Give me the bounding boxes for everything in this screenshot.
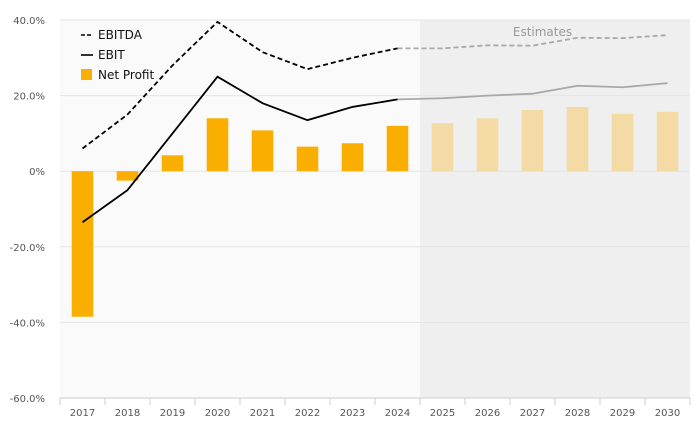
x-tick-label: 2025	[430, 408, 455, 419]
x-tick-label: 2029	[610, 408, 635, 419]
point-ebit-2029[interactable]	[621, 85, 625, 89]
net-profit-bars	[71, 106, 679, 317]
y-tick-label: 0%	[29, 167, 45, 178]
x-tick-label: 2017	[70, 408, 95, 419]
point-ebit-2018[interactable]	[126, 188, 130, 192]
y-tick-label: 40.0%	[13, 16, 45, 27]
bar-net-profit-2017[interactable]	[71, 171, 94, 317]
point-ebit-2028[interactable]	[576, 84, 580, 88]
point-ebitda-2022[interactable]	[306, 67, 310, 71]
bar-net-profit-2023[interactable]	[341, 143, 364, 172]
x-tick-label: 2020	[205, 408, 230, 419]
legend-label-net-profit: Net Profit	[98, 68, 154, 82]
point-ebit-2030[interactable]	[666, 81, 670, 85]
x-tick-label: 2019	[160, 408, 185, 419]
x-tick-label: 2030	[655, 408, 680, 419]
x-tick-label: 2023	[340, 408, 365, 419]
x-tick-label: 2024	[385, 408, 410, 419]
point-ebitda-2019[interactable]	[171, 63, 175, 67]
legend-item-net-profit[interactable]: Net Profit	[81, 68, 154, 82]
legend-label-ebitda: EBITDA	[98, 28, 143, 42]
point-ebit-2025[interactable]	[441, 96, 445, 100]
point-ebit-2019[interactable]	[171, 131, 175, 135]
point-ebit-2017[interactable]	[81, 220, 85, 224]
x-tick-label: 2018	[115, 408, 140, 419]
point-ebitda-2027[interactable]	[531, 44, 535, 48]
bar-net-profit-2027[interactable]	[521, 109, 544, 172]
bar-net-profit-2019[interactable]	[161, 155, 184, 172]
x-tick-label: 2028	[565, 408, 590, 419]
bar-net-profit-2020[interactable]	[206, 118, 229, 172]
point-ebit-2027[interactable]	[531, 92, 535, 96]
point-ebit-2022[interactable]	[306, 118, 310, 122]
point-ebitda-2021[interactable]	[261, 50, 265, 54]
point-ebit-2020[interactable]	[216, 75, 220, 79]
y-tick-label: -40.0%	[10, 318, 45, 329]
line-ebit-estimate	[397, 82, 668, 101]
point-ebitda-2018[interactable]	[126, 113, 130, 117]
x-tick-label: 2021	[250, 408, 275, 419]
bar-net-profit-2018[interactable]	[116, 171, 139, 181]
point-ebit-2021[interactable]	[261, 101, 265, 105]
bar-net-profit-2029[interactable]	[611, 113, 634, 172]
point-ebitda-2026[interactable]	[486, 43, 490, 47]
legend-item-ebitda[interactable]: EBITDA	[81, 28, 143, 42]
point-ebitda-2028[interactable]	[576, 36, 580, 40]
point-ebitda-2025[interactable]	[441, 46, 445, 50]
line-ebitda-estimate	[397, 34, 668, 50]
y-tick-label: -20.0%	[10, 243, 45, 254]
point-ebitda-2029[interactable]	[621, 36, 625, 40]
x-tick-label: 2026	[475, 408, 500, 419]
point-ebitda-2020[interactable]	[216, 20, 220, 24]
line-ebit-actual	[81, 75, 398, 223]
point-ebitda-2017[interactable]	[81, 147, 85, 151]
x-tick-label: 2027	[520, 408, 545, 419]
estimates-label: Estimates	[513, 25, 572, 39]
point-ebitda-2023[interactable]	[351, 56, 355, 60]
estimates-band	[420, 20, 690, 398]
legend-label-ebit: EBIT	[98, 48, 125, 62]
line-ebitda-actual	[81, 20, 398, 150]
legend-item-ebit[interactable]: EBIT	[81, 48, 125, 62]
bar-net-profit-2024[interactable]	[386, 125, 409, 172]
legend: EBITDA EBIT Net Profit	[81, 28, 154, 82]
point-ebit-2023[interactable]	[351, 105, 355, 109]
bar-net-profit-2026[interactable]	[476, 118, 499, 172]
point-ebitda-2030[interactable]	[666, 33, 670, 37]
x-tick-label: 2022	[295, 408, 320, 419]
point-ebitda-2024[interactable]	[396, 46, 400, 50]
bar-net-profit-2022[interactable]	[296, 146, 319, 172]
series-lines	[81, 20, 670, 224]
point-ebit-2026[interactable]	[486, 94, 490, 98]
x-axis-ticks: 2017 2018 2019 2020 2021 2022 2023 2024 2025 2026…	[59, 397, 691, 419]
y-tick-label: -60.0%	[10, 394, 45, 405]
point-ebit-2024[interactable]	[396, 97, 400, 101]
bar-net-profit-2028[interactable]	[566, 106, 589, 172]
bar-net-profit-2021[interactable]	[251, 130, 274, 172]
y-tick-label: 20.0%	[13, 92, 45, 103]
y-axis-ticks: 40.0% 20.0% 0% -20.0% -40.0% -60.0%	[10, 16, 45, 405]
bar-net-profit-2030[interactable]	[656, 111, 679, 172]
bar-net-profit-2025[interactable]	[431, 123, 454, 172]
